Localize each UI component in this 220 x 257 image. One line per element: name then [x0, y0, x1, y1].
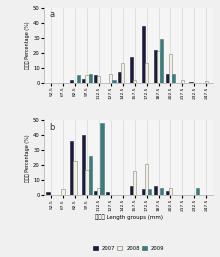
- Bar: [160, 188, 163, 195]
- Bar: [172, 74, 175, 83]
- Bar: [189, 82, 193, 83]
- Bar: [133, 80, 136, 83]
- Bar: [85, 75, 89, 83]
- Bar: [118, 72, 121, 83]
- Bar: [97, 76, 101, 83]
- Legend: 2007, 2008, 2009: 2007, 2008, 2009: [92, 245, 165, 251]
- Bar: [130, 186, 133, 195]
- Text: b: b: [49, 123, 55, 132]
- Bar: [148, 189, 151, 195]
- Bar: [166, 74, 169, 83]
- Bar: [157, 51, 160, 83]
- Bar: [142, 189, 145, 195]
- Bar: [94, 191, 97, 195]
- Bar: [112, 80, 116, 83]
- Bar: [109, 74, 112, 83]
- Bar: [166, 191, 169, 195]
- Bar: [169, 54, 172, 83]
- Bar: [70, 80, 73, 83]
- Bar: [77, 75, 80, 83]
- Bar: [121, 63, 124, 83]
- Bar: [130, 57, 133, 83]
- Bar: [82, 79, 85, 83]
- Bar: [73, 161, 77, 195]
- Text: a: a: [49, 10, 54, 19]
- Bar: [85, 170, 89, 195]
- Bar: [142, 26, 145, 83]
- Y-axis label: 百分数 Percentage (%): 百分数 Percentage (%): [25, 134, 30, 182]
- Bar: [70, 141, 73, 195]
- Bar: [196, 188, 199, 195]
- Bar: [97, 188, 101, 195]
- Bar: [94, 75, 97, 83]
- Bar: [154, 50, 157, 83]
- Bar: [46, 192, 50, 195]
- Bar: [160, 39, 163, 83]
- Bar: [101, 123, 104, 195]
- Bar: [154, 186, 157, 195]
- Bar: [205, 81, 208, 83]
- Bar: [145, 164, 148, 195]
- Bar: [106, 192, 109, 195]
- Bar: [82, 135, 85, 195]
- Y-axis label: 百分数 Percentage (%): 百分数 Percentage (%): [25, 21, 30, 69]
- Bar: [89, 156, 92, 195]
- Bar: [133, 171, 136, 195]
- Bar: [181, 80, 184, 83]
- Bar: [169, 188, 172, 195]
- Bar: [89, 74, 92, 83]
- Bar: [61, 189, 65, 195]
- X-axis label: 体长组 Length groups (mm): 体长组 Length groups (mm): [95, 214, 163, 220]
- Bar: [145, 63, 148, 83]
